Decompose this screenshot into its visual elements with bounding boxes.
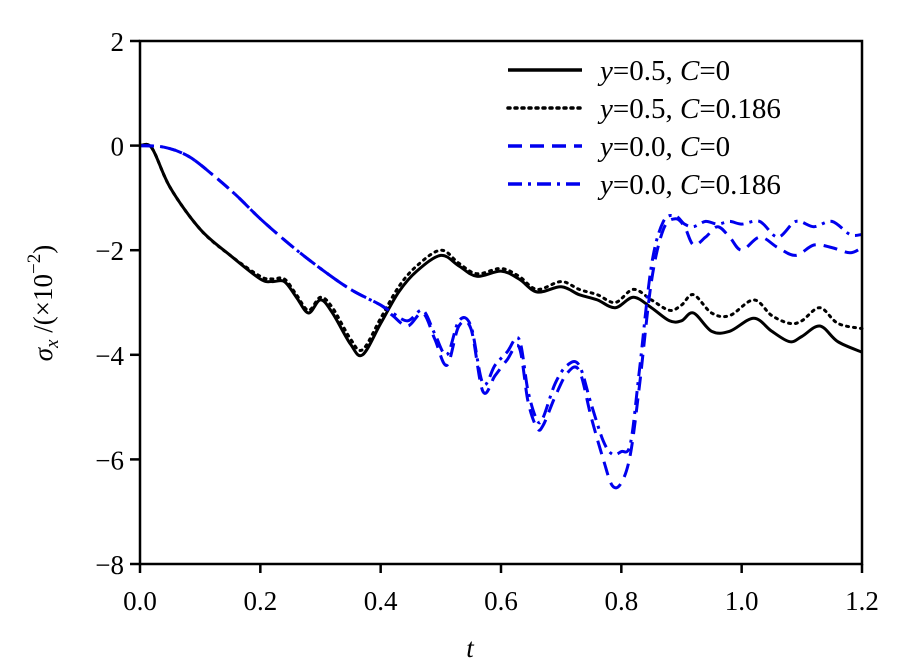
x-tick-label: 1.0 [725, 586, 759, 616]
y-tick-label: −6 [95, 445, 124, 475]
y-tick-label: 0 [111, 132, 125, 162]
legend-item: y=0.5, C=0 [508, 55, 730, 87]
x-tick-label: 0.4 [364, 586, 398, 616]
series-line-1 [139, 142, 863, 358]
y-tick-label: −4 [95, 341, 124, 371]
x-tick-label: 0.8 [604, 586, 638, 616]
series-line-2 [138, 142, 864, 352]
x-tick-label: 0.6 [484, 586, 518, 616]
y-tick-label: 2 [111, 27, 125, 57]
y-tick-label: −2 [95, 236, 124, 266]
x-axis-label: t [466, 633, 475, 663]
legend-item: y=0.5, C=0.186 [506, 93, 781, 125]
legend-item: y=0.0, C=0.186 [508, 169, 781, 201]
y-axis-label: σx /(×10−2) [24, 245, 63, 361]
x-tick-label: 1.2 [845, 586, 879, 616]
legend: y=0.5, C=0 y=0.5, C=0.186 y=0.0, C=0 y=0.0,… [506, 55, 781, 201]
legend-label: y=0.0, C=0 [597, 131, 730, 163]
plot-lines [138, 142, 864, 490]
x-tick-label: 0.0 [123, 586, 157, 616]
svg-text:σx /(×10−2): σx /(×10−2) [24, 245, 63, 361]
legend-label: y=0.0, C=0.186 [597, 169, 781, 201]
legend-label: y=0.5, C=0.186 [597, 93, 781, 125]
x-axis-ticks: 0.0 0.2 0.4 0.6 0.8 1.0 1.2 [123, 564, 879, 616]
legend-item: y=0.0, C=0 [508, 131, 730, 163]
y-axis-ticks: 2 0 −2 −4 −6 −8 [95, 27, 140, 580]
series-line-4 [139, 144, 863, 457]
x-tick-label: 0.2 [243, 586, 277, 616]
y-tick-label: −8 [95, 550, 124, 580]
legend-label: y=0.5, C=0 [597, 55, 730, 87]
